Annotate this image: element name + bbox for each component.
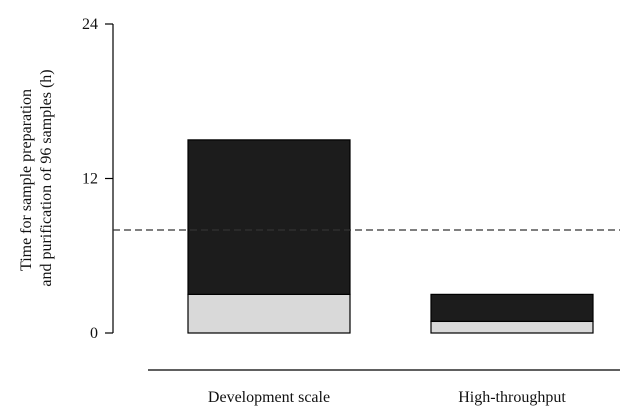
bar-segment-upper-2 xyxy=(430,293,594,323)
bar-segment-upper-1 xyxy=(187,139,351,295)
y-axis-label: Time for sample preparation and purifica… xyxy=(18,69,55,286)
y-ticks: 0 12 24 xyxy=(82,16,113,342)
bar-segment-lower-2 xyxy=(430,320,594,334)
y-tick-label: 0 xyxy=(90,325,98,342)
y-tick-label: 24 xyxy=(82,16,98,33)
bar-segment-lower-1 xyxy=(187,293,351,334)
y-axis-label-line-2: and purification of 96 samples (h) xyxy=(38,69,55,286)
bars xyxy=(187,139,594,334)
y-tick-label: 12 xyxy=(82,171,98,188)
y-axis-label-line-1: Time for sample preparation xyxy=(18,89,35,271)
x-category-label: High-throughput xyxy=(458,389,566,406)
category-labels: Development scale High-throughput xyxy=(208,389,566,406)
x-category-label: Development scale xyxy=(208,389,330,406)
